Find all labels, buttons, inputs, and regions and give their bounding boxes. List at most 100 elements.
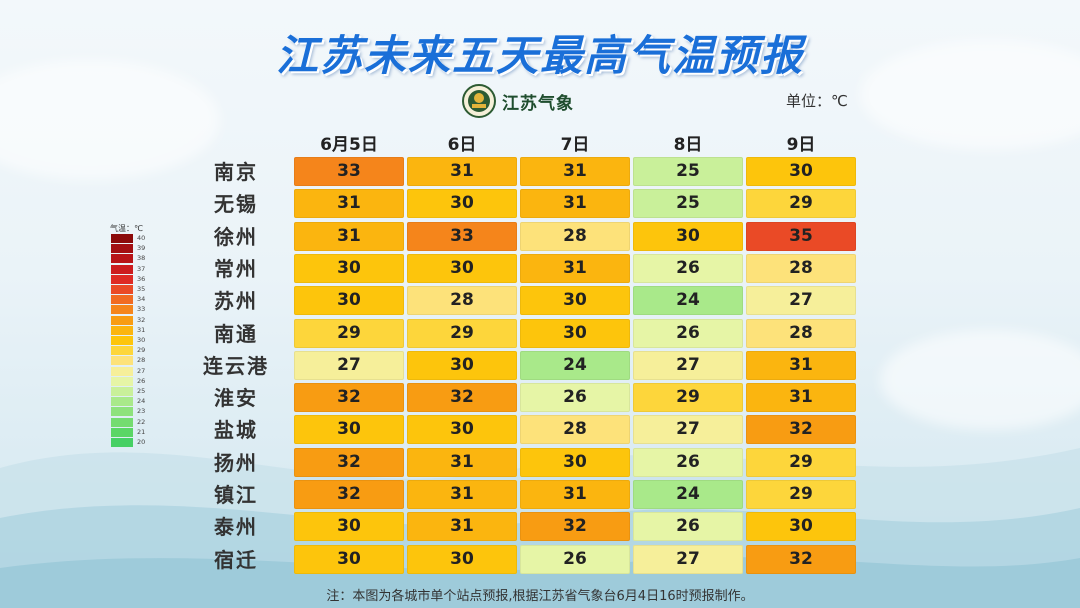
legend-label: 40 — [137, 234, 146, 242]
heatmap-cell: 35 — [746, 221, 856, 251]
row-label: 南通 — [214, 321, 258, 346]
heatmap-cell: 30 — [520, 318, 630, 348]
row-label: 淮安 — [214, 386, 258, 411]
legend-swatch — [111, 244, 133, 254]
column-header: 7日 — [560, 135, 590, 155]
heatmap-cell: 32 — [294, 480, 404, 509]
chart-title: 江苏未来五天最高气温预报 — [275, 31, 804, 80]
heatmap-cell: 31 — [294, 189, 404, 219]
legend-label: 25 — [137, 387, 146, 395]
heatmap-cell: 26 — [520, 383, 630, 413]
legend-swatch — [111, 376, 133, 386]
legend-label: 34 — [137, 295, 146, 304]
legend-label: 24 — [137, 397, 146, 406]
legend-label: 27 — [137, 366, 146, 375]
legend-label: 30 — [137, 336, 146, 344]
legend-label: 23 — [137, 407, 146, 416]
heatmap-cell: 30 — [294, 512, 404, 542]
background-cloud — [880, 330, 1080, 430]
legend-swatch — [111, 285, 133, 294]
emblem-icon — [462, 84, 496, 118]
heatmap-cell: 29 — [746, 480, 856, 509]
heatmap-cell: 24 — [520, 350, 630, 380]
heatmap-cell: 32 — [294, 383, 404, 413]
heatmap-cell: 30 — [407, 253, 517, 283]
heatmap-cell: 30 — [746, 512, 856, 542]
heatmap-cell: 31 — [746, 350, 856, 380]
legend-swatch — [111, 264, 133, 274]
legend-swatch — [111, 407, 133, 417]
heatmap-cell: 27 — [633, 350, 743, 380]
row-label: 泰州 — [214, 515, 258, 540]
heatmap-cell: 31 — [520, 480, 630, 509]
heatmap-cell: 33 — [294, 157, 404, 186]
heatmap-cell: 29 — [633, 383, 743, 413]
row-label: 常州 — [214, 256, 258, 281]
legend-swatch — [111, 254, 133, 264]
heatmap-cell: 26 — [633, 318, 743, 348]
legend-label: 22 — [137, 417, 146, 426]
column-header: 8日 — [673, 135, 703, 155]
background-cloud — [0, 60, 220, 180]
legend-label: 29 — [137, 346, 146, 355]
row-label: 扬州 — [214, 450, 258, 475]
column-header: 6日 — [447, 135, 477, 155]
row-label: 盐城 — [214, 418, 258, 443]
heatmap-cell: 25 — [633, 157, 743, 186]
heatmap-cell: 30 — [294, 415, 404, 445]
heatmap-cell: 31 — [520, 157, 630, 186]
legend-label: 21 — [137, 427, 146, 436]
heatmap-cell: 29 — [294, 318, 404, 348]
heatmap-cell: 27 — [746, 286, 856, 316]
heatmap-cell: 31 — [520, 189, 630, 219]
heatmap-cell: 29 — [746, 189, 856, 219]
heatmap-cell: 28 — [407, 286, 517, 316]
legend-label: 28 — [137, 356, 146, 365]
heatmap-cell: 32 — [746, 544, 856, 574]
heatmap-cell: 30 — [407, 415, 517, 445]
heatmap-cell: 28 — [746, 253, 856, 283]
heatmap-cell: 30 — [407, 350, 517, 380]
unit-label: 单位：℃ — [786, 92, 848, 110]
footnote: 注：本图为各城市单个站点预报,根据江苏省气象台6月4日16时预报制作。 — [326, 589, 754, 604]
heatmap-cell: 32 — [520, 512, 630, 542]
legend-swatch — [111, 234, 133, 243]
heatmap-cell: 30 — [407, 189, 517, 219]
row-label: 徐州 — [214, 224, 258, 249]
legend-swatch — [111, 417, 133, 427]
legend-swatch — [111, 295, 133, 305]
legend-label: 35 — [137, 285, 146, 293]
legend-label: 32 — [137, 315, 146, 324]
legend-swatch — [111, 397, 133, 407]
logo: 江苏气象 — [462, 83, 574, 119]
legend-label: 36 — [137, 274, 146, 283]
row-label: 宿迁 — [214, 547, 258, 572]
heatmap-cell: 31 — [407, 480, 517, 509]
heatmap-cell: 31 — [520, 253, 630, 283]
heatmap-cell: 30 — [520, 447, 630, 477]
heatmap-cell: 28 — [520, 415, 630, 445]
heatmap-cell: 26 — [633, 512, 743, 542]
heatmap-cell: 24 — [633, 480, 743, 509]
heatmap-cell: 30 — [294, 544, 404, 574]
heatmap-cell: 33 — [407, 221, 517, 251]
background-cloud — [860, 40, 1080, 150]
heatmap-cell: 31 — [407, 512, 517, 542]
heatmap-cell: 29 — [746, 447, 856, 477]
heatmap-cell: 26 — [520, 544, 630, 574]
heatmap-cell: 31 — [407, 447, 517, 477]
row-label: 连云港 — [203, 353, 269, 378]
heatmap-cell: 28 — [520, 221, 630, 251]
heatmap-cell: 24 — [633, 286, 743, 316]
legend-swatch — [111, 346, 133, 356]
legend-swatch — [111, 336, 133, 345]
heatmap-cell: 27 — [633, 415, 743, 445]
row-label: 镇江 — [214, 483, 258, 507]
heatmap-cell: 26 — [633, 253, 743, 283]
legend-title: 气温：℃ — [110, 224, 143, 233]
column-header: 6月5日 — [320, 135, 378, 155]
heatmap-cell: 30 — [633, 221, 743, 251]
legend-label: 37 — [137, 264, 146, 273]
heatmap-cell: 30 — [294, 286, 404, 316]
legend-label: 33 — [137, 305, 146, 314]
